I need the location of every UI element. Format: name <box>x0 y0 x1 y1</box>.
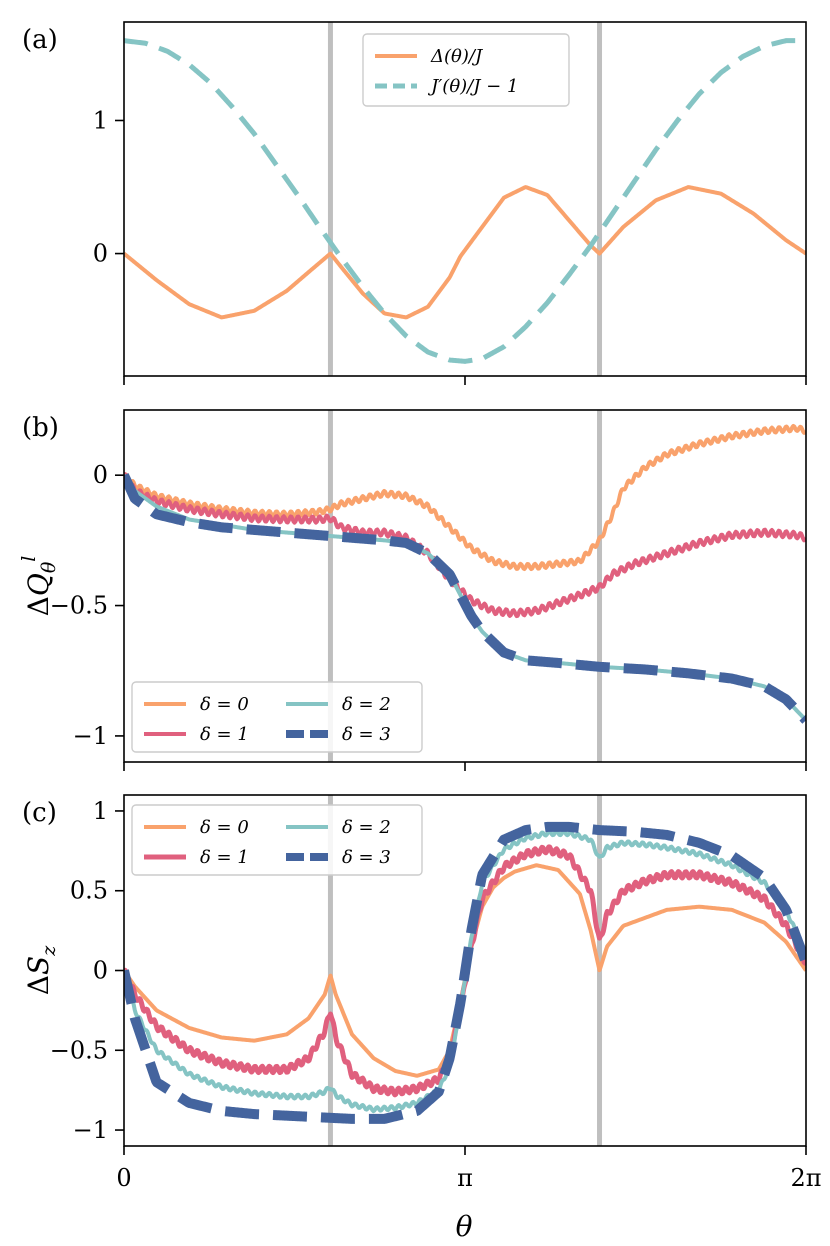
panel-label: (b) <box>22 413 59 443</box>
legend: δ = 0 δ = 1 δ = 2 δ = 3 <box>131 681 423 753</box>
y-tick-label: 0 <box>93 461 108 489</box>
y-tick-label: 0 <box>93 240 108 268</box>
legend-label: δ = 0 <box>200 817 249 838</box>
legend: Δ(θ)/J J′(θ)/J − 1 <box>362 33 570 107</box>
y-tick-label: 1 <box>93 106 108 134</box>
y-tick-label: 0 <box>93 957 108 985</box>
series-line-4 <box>124 472 806 725</box>
y-tick-label: −0.5 <box>50 1036 108 1064</box>
x-tick-label: 2π <box>790 1164 821 1192</box>
legend-label: δ = 1 <box>200 724 249 745</box>
panel-b: 0 −0.5 −1 (b) ΔQθl δ = 0 δ = 1 δ = 2 δ = 3 <box>18 409 807 771</box>
x-tick-label: π <box>457 1164 473 1192</box>
legend: δ = 0 δ = 1 δ = 2 δ = 3 <box>131 804 423 876</box>
legend-label: δ = 3 <box>342 724 391 745</box>
x-axis-label: θ <box>456 1210 473 1243</box>
series-line-2 <box>124 472 806 619</box>
x-tick-label: 0 <box>116 1164 131 1192</box>
y-tick-label: −0.5 <box>50 592 108 620</box>
panel-label: (c) <box>22 798 57 828</box>
series-line-1 <box>124 185 806 320</box>
y-tick-label: −1 <box>73 1116 108 1144</box>
legend-label: J′(θ)/J − 1 <box>427 76 518 97</box>
legend-label: δ = 0 <box>200 694 249 715</box>
series-line-4 <box>124 821 806 1124</box>
panel-a: 0 1 (a) Δ(θ)/J J′(θ)/J − 1 <box>22 21 807 385</box>
legend-label: δ = 1 <box>200 847 249 868</box>
y-axis-label: ΔQθl <box>18 556 60 617</box>
series-line-2 <box>124 38 806 364</box>
y-tick-label: 0.5 <box>70 877 108 905</box>
panel-label: (a) <box>22 25 58 55</box>
panels: 0 1 (a) Δ(θ)/J J′(θ)/J − 1 0 −0.5 −1 (b) ΔQθl δ = … <box>18 21 822 1192</box>
legend-label: δ = 2 <box>342 817 391 838</box>
y-axis-label: ΔSz <box>22 945 60 995</box>
plot-area <box>124 38 806 364</box>
legend-label: δ = 2 <box>342 694 391 715</box>
legend-box <box>131 804 423 876</box>
y-tick-label: 1 <box>93 797 108 825</box>
legend-box <box>131 681 423 753</box>
series-line-1 <box>124 423 806 572</box>
legend-label: δ = 3 <box>342 847 391 868</box>
y-tick-label: −1 <box>73 722 108 750</box>
legend-label: Δ(θ)/J <box>430 46 484 67</box>
plot-area <box>124 423 806 725</box>
plot-area <box>124 821 806 1124</box>
